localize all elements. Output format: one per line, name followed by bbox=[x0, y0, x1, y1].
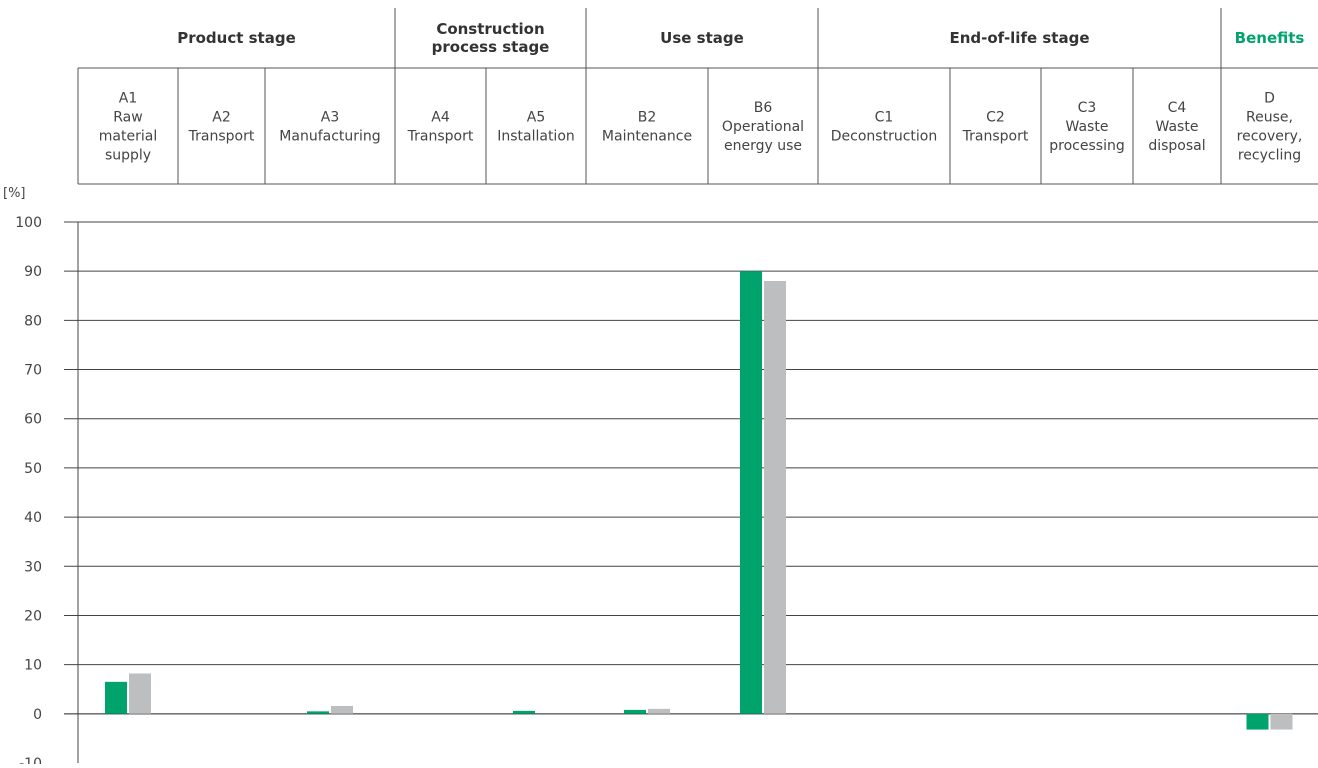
module-label: Waste bbox=[1156, 119, 1199, 135]
module-label: Operational bbox=[722, 119, 804, 135]
y-tick-label: 30 bbox=[24, 559, 42, 575]
bar bbox=[740, 271, 762, 714]
y-tick-label: 100 bbox=[15, 215, 42, 231]
module-label: recovery, bbox=[1237, 129, 1303, 145]
module-label: Installation bbox=[497, 129, 575, 145]
y-tick-label: 50 bbox=[24, 461, 42, 477]
stage-label: End-of-life stage bbox=[949, 29, 1089, 47]
bar bbox=[1246, 713, 1269, 730]
module-label: supply bbox=[105, 148, 151, 164]
y-tick-label: 60 bbox=[24, 412, 42, 428]
module-label: Deconstruction bbox=[831, 129, 937, 145]
stage-label: Benefits bbox=[1235, 29, 1305, 47]
bar bbox=[129, 673, 151, 714]
stage-label: Use stage bbox=[660, 29, 744, 47]
module-label: D bbox=[1264, 91, 1275, 107]
module-label: A3 bbox=[321, 110, 339, 126]
module-label: disposal bbox=[1148, 138, 1205, 154]
module-label: A5 bbox=[527, 110, 545, 126]
module-label: Raw bbox=[113, 110, 142, 126]
y-tick-label: 70 bbox=[24, 363, 42, 379]
bar bbox=[513, 710, 535, 714]
bar bbox=[331, 705, 353, 714]
module-label: Transport bbox=[962, 129, 1029, 145]
y-tick-label: 20 bbox=[24, 608, 42, 624]
module-label: C2 bbox=[986, 110, 1005, 126]
bar bbox=[105, 681, 127, 714]
module-label: Manufacturing bbox=[279, 129, 380, 145]
y-tick-label: -10 bbox=[19, 756, 42, 764]
module-label: A2 bbox=[212, 110, 230, 126]
module-label: C3 bbox=[1078, 100, 1097, 116]
y-tick-label: 90 bbox=[24, 264, 42, 280]
y-tick-label: 80 bbox=[24, 313, 42, 329]
stage-label: Product stage bbox=[177, 29, 296, 47]
bar bbox=[624, 709, 646, 714]
bar bbox=[307, 711, 329, 714]
y-tick-label: 40 bbox=[24, 510, 42, 526]
bar bbox=[648, 708, 670, 714]
module-label: Waste bbox=[1066, 119, 1109, 135]
module-label: C1 bbox=[875, 110, 894, 126]
module-label: Reuse, bbox=[1246, 110, 1293, 126]
module-label: material bbox=[99, 129, 157, 145]
module-label: Maintenance bbox=[602, 129, 692, 145]
bar bbox=[1270, 713, 1293, 730]
bar bbox=[764, 281, 786, 714]
module-label: C4 bbox=[1168, 100, 1187, 116]
stage-label: Construction bbox=[436, 20, 544, 38]
module-label: A1 bbox=[119, 91, 137, 107]
y-tick-label: 0 bbox=[33, 707, 42, 723]
stage-label: process stage bbox=[432, 38, 550, 56]
module-label: recycling bbox=[1238, 148, 1301, 164]
y-axis-unit-label: [%] bbox=[3, 186, 26, 201]
module-label: A4 bbox=[431, 110, 450, 126]
module-label: processing bbox=[1049, 138, 1124, 154]
y-tick-label: 10 bbox=[24, 658, 42, 674]
module-label: B6 bbox=[754, 100, 773, 116]
module-label: Transport bbox=[188, 129, 255, 145]
module-label: B2 bbox=[638, 110, 657, 126]
module-label: Transport bbox=[407, 129, 474, 145]
module-label: energy use bbox=[724, 138, 802, 154]
